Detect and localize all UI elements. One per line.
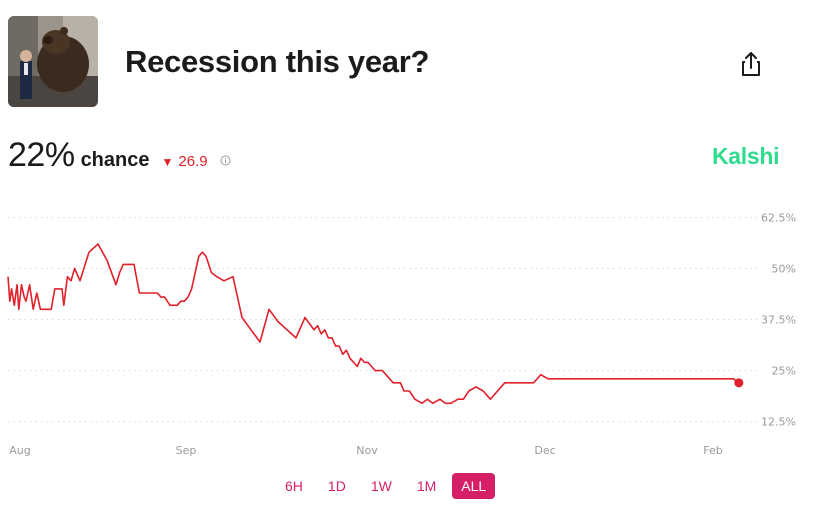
probability-value: 22% [8, 136, 75, 174]
range-1w-button[interactable]: 1W [370, 478, 392, 494]
y-tick-label: 25% [772, 365, 796, 378]
change-value: 26.9 [178, 153, 208, 170]
time-range-selector: 6H 1D 1W 1M ALL [276, 473, 502, 499]
market-title: Recession this year? [125, 44, 430, 79]
range-1d-button[interactable]: 1D [327, 478, 346, 494]
range-1m-button[interactable]: 1M [416, 478, 437, 494]
share-icon [742, 52, 760, 76]
chance-label: chance [80, 149, 150, 171]
y-tick-label: 12.5% [761, 416, 796, 429]
range-all-button[interactable]: ALL [452, 473, 496, 499]
brand-logo[interactable]: Kalshi [712, 143, 780, 169]
change-badge: ▼ 26.9 [162, 153, 208, 170]
x-tick-label: Dec [534, 444, 555, 457]
x-tick-label: Nov [356, 444, 378, 457]
x-tick-label: Aug [9, 444, 30, 457]
share-button[interactable] [738, 50, 764, 78]
x-tick-label: Sep [176, 444, 197, 457]
market-thumbnail [8, 16, 98, 107]
price-history-chart: 62.5% 50% 37.5% 25% 12.5% Aug Sep Nov Dec Feb [7, 211, 796, 457]
info-icon[interactable] [220, 153, 231, 166]
range-6h-button[interactable]: 6H [285, 478, 303, 494]
current-value-dot [734, 378, 744, 388]
probability-series-line [7, 243, 740, 405]
probability-summary: 22% chance ▼ 26.9 [8, 136, 231, 175]
down-arrow-icon: ▼ [161, 155, 174, 169]
bear-statue-photo-icon [8, 16, 98, 107]
y-tick-label: 50% [772, 263, 796, 276]
y-tick-label: 37.5% [761, 314, 796, 327]
x-tick-label: Feb [703, 444, 722, 457]
y-tick-label: 62.5% [761, 211, 796, 224]
